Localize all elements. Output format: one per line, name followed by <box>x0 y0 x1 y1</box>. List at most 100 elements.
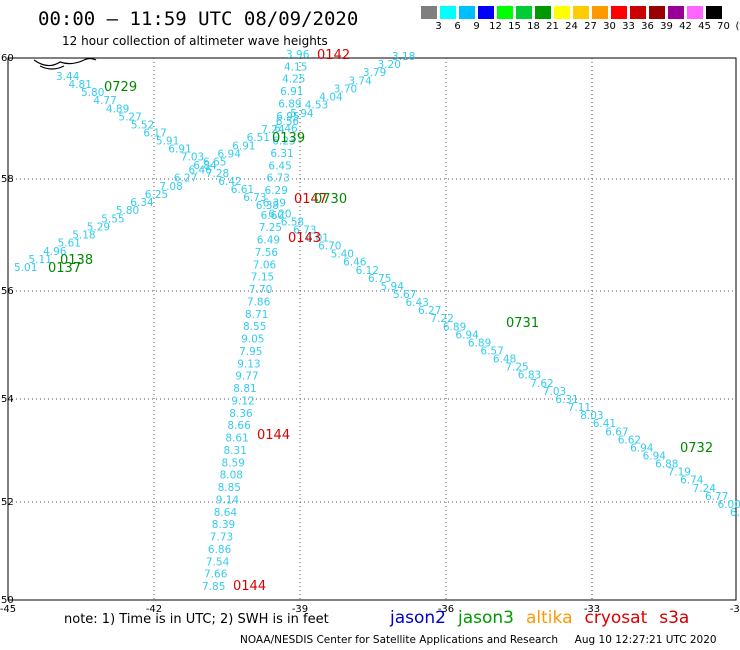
color-scale-swatch <box>573 6 590 19</box>
swh-value-north-south-track: 6.31 <box>270 148 293 160</box>
swh-value-sw-ne-track: 7.24 <box>261 124 285 136</box>
swh-value-north-south-track: 8.08 <box>220 470 243 482</box>
swh-value-nw-se-track: 7.24 <box>693 483 717 495</box>
swh-value-nw-se-track: 5.80 <box>81 87 104 99</box>
color-scale-swatch <box>421 6 438 19</box>
color-scale-swatch <box>687 6 704 19</box>
swh-value-north-south-track: 8.85 <box>218 482 241 494</box>
swh-value-nw-se-track: 3.44 <box>56 71 80 83</box>
swh-value-north-south-track: 6.60 <box>261 210 284 222</box>
swh-value-sw-ne-track: 5.94 <box>290 108 314 120</box>
swh-value-north-south-track: 6.49 <box>257 235 280 247</box>
swh-value-north-south-track: 4.25 <box>282 74 305 86</box>
swh-value-north-south-track: 6.91 <box>280 86 303 98</box>
lon-tick-label: -42 <box>146 604 162 615</box>
color-scale-label: 30 <box>603 21 616 32</box>
color-scale-label: 3 <box>435 21 442 32</box>
color-scale-swatch <box>478 6 495 19</box>
color-scale-swatch <box>706 6 723 19</box>
swh-value-nw-se-track: 6.43 <box>406 297 429 309</box>
lat-tick-label: 54 <box>1 394 14 405</box>
swh-value-north-south-track: 7.56 <box>255 247 279 259</box>
swh-value-sw-ne-track: 6.56 <box>276 116 300 128</box>
legend-entry-cryosat: cryosat <box>584 608 648 628</box>
swh-value-nw-se-track: 4.81 <box>69 79 92 91</box>
lat-tick-label: 50 <box>1 595 14 606</box>
swh-value-north-south-track: 6.73 <box>267 173 290 185</box>
swh-value-north-south-track: 9.77 <box>235 371 258 383</box>
color-scale-swatch <box>516 6 533 19</box>
swh-value-north-south-track: 6.23 <box>272 136 295 148</box>
swh-value-north-south-track: 6.95 <box>276 111 299 123</box>
swh-value-nw-se-track: 6.42 <box>218 176 241 188</box>
lat-tick-label: 52 <box>1 497 14 508</box>
color-scale-label: 33 <box>622 21 635 32</box>
swh-value-north-south-track: 8.39 <box>212 519 235 531</box>
swh-value-nw-se-track: 7.11 <box>568 402 591 414</box>
swh-value-nw-se-track: 6.89 <box>443 321 466 333</box>
color-scale-label: 12 <box>489 21 502 32</box>
swh-value-north-south-track: 7.66 <box>204 569 228 581</box>
page-title: 00:00 – 11:59 UTC 08/09/2020 <box>38 8 359 30</box>
swh-value-sw-ne-track: 5.01 <box>14 262 37 274</box>
swh-value-nw-se-track: 6.91 <box>168 144 191 156</box>
swh-value-north-south-track: 8.31 <box>224 445 247 457</box>
lat-tick-label: 56 <box>1 286 14 297</box>
swh-value-sw-ne-track: 4.04 <box>319 92 343 104</box>
track-time-label: 0731 <box>506 316 539 331</box>
track-time-label: 0147 <box>294 192 327 207</box>
track-time-label: 0144 <box>257 428 290 443</box>
swh-value-nw-se-track: 7.28 <box>206 168 229 180</box>
swh-value-north-south-track: 7.15 <box>251 272 274 284</box>
swh-value-nw-se-track: 6.00 <box>718 499 740 511</box>
swh-value-nw-se-track: 5.52 <box>131 119 154 131</box>
color-scale-label: 9 <box>473 21 480 32</box>
swh-value-sw-ne-track: 5.29 <box>87 221 110 233</box>
coastline <box>33 57 97 70</box>
swh-value-nw-se-track: 5.67 <box>393 289 416 301</box>
swh-value-sw-ne-track: 5.80 <box>116 205 139 217</box>
swh-value-north-south-track: 6.39 <box>263 198 286 210</box>
swh-value-sw-ne-track: 3.74 <box>348 75 372 87</box>
swh-value-nw-se-track: 6.27 <box>418 305 441 317</box>
swh-value-north-south-track: 7.25 <box>259 222 282 234</box>
swh-value-nw-se-track: 6.88 <box>655 459 678 471</box>
swh-value-sw-ne-track: 3.70 <box>334 84 357 96</box>
swh-value-nw-se-track: 6.01 <box>306 233 329 245</box>
swh-value-north-south-track: 4.15 <box>284 61 307 73</box>
swh-value-sw-ne-track: 5.61 <box>58 238 81 250</box>
swh-value-nw-se-track: 6.94 <box>643 451 667 463</box>
swh-value-nw-se-track: 6.12 <box>356 265 379 277</box>
track-time-label: 0730 <box>314 192 347 207</box>
lat-tick-label: 58 <box>1 174 14 185</box>
swh-value-nw-se-track: 6.46 <box>343 257 367 269</box>
swh-value-north-south-track: 9.13 <box>237 358 260 370</box>
swh-value-north-south-track: 7.85 <box>202 581 225 593</box>
color-scale-swatch <box>459 6 476 19</box>
color-scale-label: 42 <box>679 21 692 32</box>
swh-value-nw-se-track: 6.61 <box>231 184 254 196</box>
swh-value-sw-ne-track: 6.25 <box>145 189 168 201</box>
color-scale-swatch <box>611 6 628 19</box>
swh-value-north-south-track: 6.89 <box>278 99 301 111</box>
swh-value-north-south-track: 9.14 <box>216 494 240 506</box>
swh-value-nw-se-track: 5.27 <box>118 111 141 123</box>
legend-entry-altika: altika <box>526 608 573 628</box>
swh-value-north-south-track: 7.06 <box>253 259 277 271</box>
swh-value-nw-se-track: 4.77 <box>93 95 116 107</box>
swh-value-nw-se-track: 5.94 <box>381 281 405 293</box>
swh-value-nw-se-track: 6.77 <box>705 491 728 503</box>
color-scale-label: 6 <box>454 21 461 32</box>
swh-value-nw-se-track: 6.89 <box>468 337 491 349</box>
color-scale-label: 18 <box>527 21 540 32</box>
swh-value-nw-se-track: 7.62 <box>530 378 553 390</box>
swh-value-nw-se-track: 7.03 <box>543 386 566 398</box>
color-scale-swatch <box>440 6 457 19</box>
swh-value-nw-se-track: 6.75 <box>368 273 391 285</box>
color-scale-label: 21 <box>546 21 559 32</box>
lon-tick-label: -45 <box>0 604 16 615</box>
swh-value-north-south-track: 9.05 <box>241 334 264 346</box>
swh-value-nw-se-track: 4.89 <box>106 103 129 115</box>
swh-value-north-south-track: 6.86 <box>208 544 232 556</box>
